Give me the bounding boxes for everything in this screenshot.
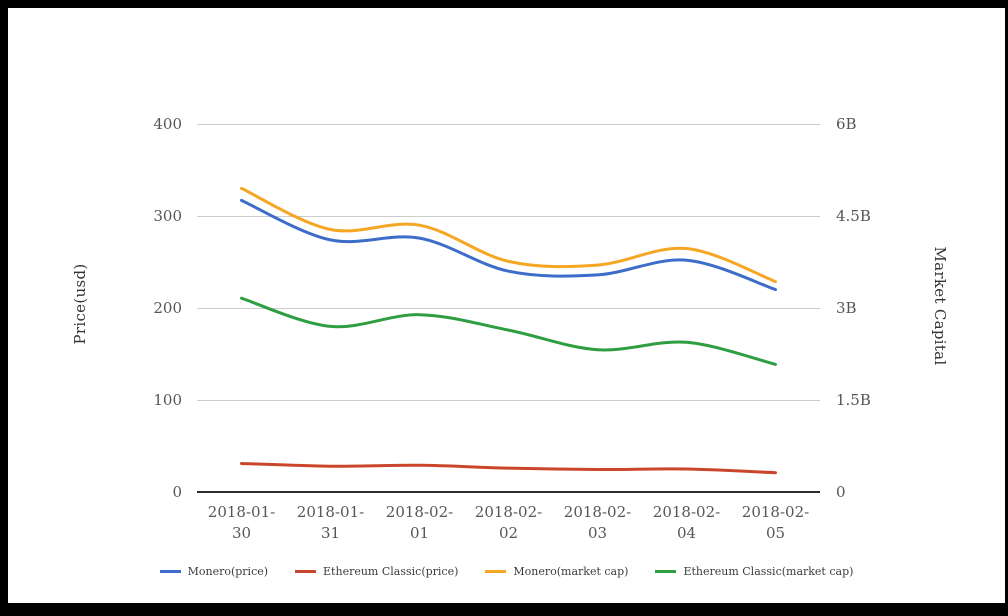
series-line-monero-price- (240, 198, 777, 292)
left-axis-tick-label: 300 (153, 207, 182, 225)
legend-item[interactable]: Ethereum Classic(market cap) (655, 565, 853, 578)
series-plot-area (240, 186, 777, 475)
x-axis-tick-label: 2018-02- 04 (652, 503, 721, 542)
x-axis-tick-label: 2018-01- 31 (296, 503, 365, 542)
grid-line (197, 308, 820, 309)
legend-label: Ethereum Classic(price) (323, 565, 459, 578)
x-axis-tick-label: 2018-02- 05 (741, 503, 810, 542)
x-axis-tick-label: 2018-02- 03 (563, 503, 632, 542)
x-axis-tick-label: 2018-02- 01 (385, 503, 454, 542)
legend-label: Ethereum Classic(market cap) (683, 565, 854, 578)
chart-canvas: 0 100 200 300 400 0 1.5B 3B 4.5B 6B Price(usd) M… (8, 8, 1005, 603)
series-line-ethereum-classic-price- (240, 461, 777, 475)
grid-line (197, 124, 820, 125)
legend-label: Monero(price) (187, 565, 269, 578)
legend: Monero(price) Ethereum Classic(price) Mone… (8, 565, 1005, 578)
legend-swatch-icon (655, 570, 677, 573)
x-axis-tick-label: 2018-02- 02 (474, 503, 543, 542)
series-line-monero-market-cap- (240, 186, 777, 284)
right-axis-tick-label: 4.5B (836, 207, 871, 225)
line-chart: 0 100 200 300 400 0 1.5B 3B 4.5B 6B Price(usd) M… (8, 8, 1005, 603)
left-axis-tick-label: 400 (153, 115, 182, 133)
legend-item[interactable]: Monero(market cap) (485, 565, 628, 578)
grid-line (197, 216, 820, 217)
right-axis-tick-label: 1.5B (836, 391, 871, 409)
right-axis-tick-label: 3B (836, 299, 857, 317)
grid-line (197, 400, 820, 401)
legend-swatch-icon (159, 570, 181, 573)
right-axis-tick-label: 0 (836, 483, 846, 501)
legend-label: Monero(market cap) (513, 565, 629, 578)
left-axis-tick-label: 200 (153, 299, 182, 317)
series-line-ethereum-classic-market-cap- (240, 296, 777, 366)
left-axis-tick-label: 100 (153, 391, 182, 409)
legend-swatch-icon (295, 570, 317, 573)
left-axis-tick-label: 0 (172, 483, 182, 501)
legend-item[interactable]: Monero(price) (159, 565, 269, 578)
right-axis-tick-label: 6B (836, 115, 857, 133)
x-axis-line (197, 491, 820, 493)
legend-swatch-icon (485, 570, 507, 573)
legend-item[interactable]: Ethereum Classic(price) (295, 565, 458, 578)
x-axis-tick-label: 2018-01- 30 (207, 503, 276, 542)
